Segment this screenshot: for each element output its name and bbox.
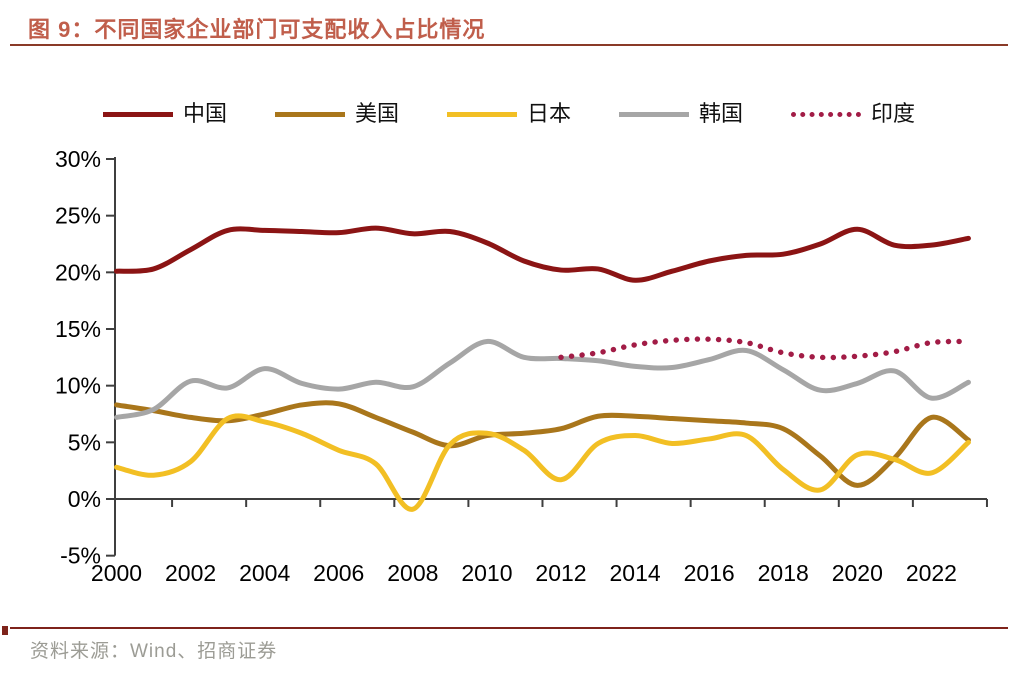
y-axis-label: 25%	[55, 203, 101, 229]
legend-item-3: 日本	[446, 101, 571, 126]
y-axis-label: 5%	[68, 429, 101, 455]
x-axis-label: 2000	[91, 560, 142, 586]
y-axis-label: 15%	[55, 316, 101, 342]
y-axis-label: 30%	[55, 146, 101, 172]
footer-rule-left-nub	[2, 626, 8, 635]
legend-swatch	[619, 111, 689, 117]
y-axis-label: 0%	[68, 486, 101, 512]
y-axis-label: 10%	[55, 373, 101, 399]
legend-label: 美国	[354, 101, 399, 126]
chart-legend: 中国 美国 日本 韩国 印度	[0, 103, 1018, 125]
y-axis-label: -5%	[60, 543, 101, 569]
series-line-2	[114, 400, 971, 488]
footer-rule	[10, 627, 1008, 629]
x-axis-label: 2014	[609, 560, 660, 586]
y-axis-label: 20%	[55, 259, 101, 285]
series-line-4	[114, 338, 971, 420]
series-line-5	[558, 336, 972, 361]
x-axis-label: 2004	[239, 560, 290, 586]
legend-item-5: 印度	[791, 103, 915, 125]
x-axis-label: 2022	[906, 560, 957, 586]
legend-swatch	[791, 111, 862, 117]
legend-swatch	[274, 111, 345, 117]
x-axis-label: 2016	[684, 560, 735, 586]
legend-item-1: 中国	[102, 101, 227, 126]
x-axis-label: 2018	[758, 560, 809, 586]
legend-label: 日本	[526, 101, 571, 126]
source-note: 资料来源：Wind、招商证券	[30, 641, 278, 662]
legend-label: 韩国	[699, 101, 744, 126]
series-line-1	[114, 225, 971, 283]
x-axis-label: 2008	[387, 560, 438, 586]
x-axis-label: 2002	[165, 560, 216, 586]
legend-label: 中国	[182, 101, 227, 126]
x-axis-label: 2006	[313, 560, 364, 586]
legend-swatch	[102, 111, 173, 117]
x-axis-label: 2010	[461, 560, 512, 586]
title-rule	[10, 44, 1008, 46]
x-axis-label: 2020	[832, 560, 883, 586]
legend-item-2: 美国	[274, 101, 399, 126]
legend-label: 印度	[871, 101, 916, 126]
figure-title: 图 9：不同国家企业部门可支配收入占比情况	[28, 17, 486, 42]
legend-swatch	[446, 111, 517, 117]
x-axis-label: 2012	[535, 560, 586, 586]
series-line-3	[114, 413, 971, 512]
legend-item-4: 韩国	[619, 103, 743, 125]
